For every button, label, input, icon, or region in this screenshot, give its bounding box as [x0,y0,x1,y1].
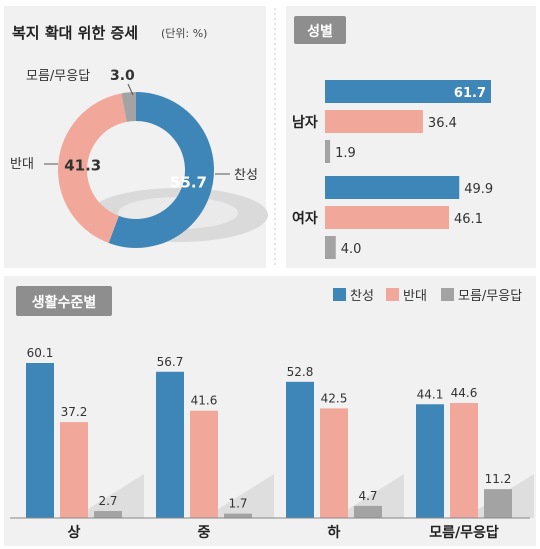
bar-shadow [204,474,274,518]
gender-value-label: 61.7 [454,86,486,101]
level-header: 생활수준별 [32,294,96,311]
level-value-label: 4.7 [358,489,377,503]
level-value-label: 11.2 [485,472,512,486]
level-value-label: 2.7 [98,494,117,508]
level-bar [60,422,88,518]
gender-value-label: 36.4 [428,116,457,131]
gender-value-label: 4.0 [341,242,362,257]
donut-category-label: 찬성 [234,168,258,183]
level-value-label: 37.2 [61,405,88,419]
level-bar [484,489,512,518]
top-chart-title: 복지 확대 위한 증세 [12,24,138,42]
unit-label: (단위: %) [161,27,207,40]
level-category-label: 하 [328,524,341,541]
level-header-badge [16,286,112,316]
gender-value-label: 46.1 [454,212,483,227]
level-bar [190,410,218,518]
gender-bar [325,236,336,259]
bar-shadow [334,474,404,518]
donut-value-label: 55.7 [170,173,207,191]
bar-shadow [74,474,144,518]
gender-header: 성별 [307,23,333,40]
level-value-label: 44.6 [451,386,478,400]
gender-header-badge [294,16,346,44]
legend-label: 반대 [403,289,427,304]
legend-label: 모름/무응답 [458,289,522,304]
gender-category-label: 남자 [292,114,318,131]
level-bar [450,402,478,518]
gender-category-label: 여자 [292,210,318,227]
donut-category-label: 모름/무응답 [26,69,90,84]
level-category-label: 모름/무응답 [429,524,499,541]
level-bar [156,371,184,518]
level-bar [286,381,314,518]
legend-label: 찬성 [350,289,374,304]
gender-value-label: 1.9 [335,146,356,161]
level-bar [354,505,382,518]
donut-slice [121,92,136,122]
level-category-label: 상 [68,525,81,541]
leader-line [127,83,134,96]
level-value-label: 42.5 [321,391,348,405]
legend-swatch [386,288,399,301]
level-value-label: 52.8 [287,365,314,379]
gender-bar [325,80,491,103]
level-bar [26,363,54,518]
gender-bar [325,140,331,163]
donut-value-label: 3.0 [110,68,135,84]
donut-slice [57,93,127,244]
legend-swatch [333,288,346,301]
level-value-label: 1.7 [228,497,247,511]
gender-bar [325,206,450,229]
donut-slice [108,92,215,248]
gender-bar [325,176,460,199]
level-bar [224,513,252,518]
donut-value-label: 41.3 [64,157,101,175]
level-category-label: 중 [198,525,211,541]
gender-value-label: 49.9 [464,182,493,197]
level-bar [94,511,122,518]
level-value-label: 60.1 [27,346,54,360]
donut-category-label: 반대 [10,157,34,172]
level-value-label: 41.6 [191,394,218,408]
level-bar [320,408,348,518]
level-bar [416,404,444,518]
level-value-label: 56.7 [157,355,184,369]
gender-bar [325,110,423,133]
legend-swatch [441,288,454,301]
level-value-label: 44.1 [417,387,444,401]
